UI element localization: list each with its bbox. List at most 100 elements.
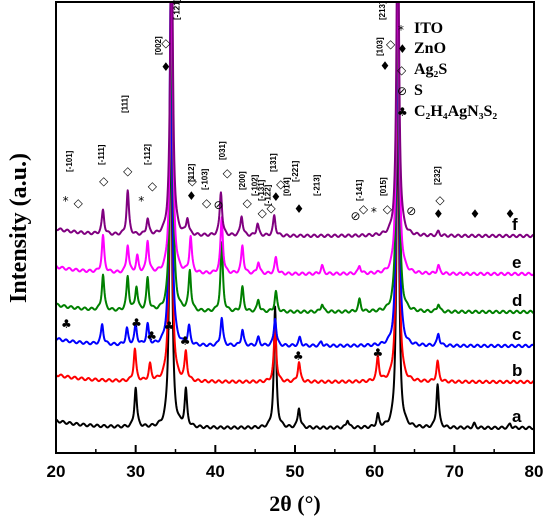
peak-label: [103] [376,37,385,56]
phase-marker-icon: ◇ [161,36,171,50]
phase-marker-icon: ♦ [433,207,444,221]
trace-e [56,2,534,277]
peak-label: [213] [378,1,387,20]
peak-label: [131] [269,153,278,172]
diamond-filled-icon: ♦ [397,42,408,56]
phase-markers: * ◇◇◇*◇♦◇♦◇◇ ⊘◇◇◇ ◇♦◇♦ ⊘◇ * ◇♦◇⊘ ♦◇♦ ♦♣ ♣♣♣♣♣ ♣ [61,36,515,363]
phase-marker-icon: ♣ [180,334,191,348]
x-axis-title: 2θ (°) [269,491,320,516]
trace-d [56,2,534,315]
phase-marker-icon: ⊘ [213,198,223,212]
legend-item-ito: * ITO [398,20,443,37]
phase-marker-icon: ♦ [294,202,305,216]
x-tick-label: 20 [47,462,66,481]
legend-item-ag2s: ◇ Ag₂S [397,61,447,78]
legend-label-ito: ITO [414,20,443,37]
x-tick-label: 40 [206,462,225,481]
x-tick-label: 60 [365,462,384,481]
phase-marker-icon: ⊘ [350,209,360,223]
phase-marker-icon: ◇ [148,179,158,193]
trace-label-c: c [512,325,521,344]
peak-label: [200] [238,171,247,190]
peak-label: [015] [379,177,388,196]
peak-label: [-103] [200,168,209,190]
phase-marker-icon: ◇ [383,202,393,216]
legend-item-complex: ♣ C₂H₄AgN₃S₂ [397,103,497,120]
trace-label-e: e [512,253,521,272]
phase-marker-icon: ◇ [74,196,84,210]
phase-marker-icon: ♦ [161,60,172,74]
phase-marker-icon: ♣ [164,319,175,333]
phase-marker-icon: ◇ [188,174,198,188]
phase-marker-icon: ◇ [435,193,445,207]
peak-label: [002] [154,36,163,55]
peak-label: [-111] [97,144,106,165]
x-tick-label: 30 [126,462,145,481]
peak-label: [031] [218,141,227,160]
peak-label: [-102] [251,174,260,196]
peak-label: [-122] [263,184,272,206]
phase-marker-icon: ♣ [373,346,384,360]
phase-marker-icon: ♦ [470,207,481,221]
phase-marker-icon: * [63,194,69,208]
legend-item-zno: ♦ ZnO [397,40,446,57]
phase-marker-icon: ◇ [123,164,133,178]
peak-label: [-101] [65,150,74,172]
phase-marker-icon: ◇ [243,196,253,210]
phase-marker-icon: ◇ [99,174,109,188]
trace-a [56,66,534,431]
club-icon: ♣ [397,105,408,119]
phase-marker-icon: ◇ [258,206,268,220]
traces-group [56,2,534,431]
phase-marker-icon: ♣ [146,329,157,343]
phase-marker-icon: ♦ [271,190,282,204]
peak-label: [111] [121,95,130,113]
phase-marker-icon: ◇ [202,196,212,210]
y-axis-title: Intensity (a.u.) [6,153,32,303]
legend: * ITO ♦ ZnO ◇ Ag₂S ⊘ S ♣ C₂H₄AgN₃S₂ [397,20,497,120]
phase-marker-icon: * [371,205,377,219]
peak-label: [-121] [173,0,182,20]
slashed-circle-icon: ⊘ [397,84,407,98]
peak-label: [-112] [143,144,152,165]
plot-frame [55,1,535,454]
phase-marker-icon: ♣ [293,349,304,363]
x-tick-label: 70 [445,462,464,481]
peak-label: [232] [433,166,442,185]
peak-label: [-221] [291,160,300,182]
peak-annotations: [-101] [-111] [111] [-112] [002] [-121] [112] [… [65,0,442,206]
trace-b [56,19,534,385]
phase-marker-icon: ♦ [380,59,391,73]
phase-marker-icon: * [138,194,144,208]
trace-label-b: b [512,361,522,380]
legend-label-zno: ZnO [414,40,446,57]
phase-marker-icon: ⊘ [406,204,416,218]
asterisk-icon: * [398,23,404,37]
legend-label-ag2s: Ag₂S [414,61,447,78]
trace-label-a: a [512,407,522,426]
phase-marker-icon: ◇ [276,177,286,191]
phase-marker-icon: ◇ [223,166,233,180]
phase-marker-icon: ◇ [386,37,396,51]
peak-label: [-213] [313,174,322,196]
diamond-outline-icon: ◇ [397,63,407,77]
trace-label-d: d [512,291,522,310]
legend-label-s: S [414,82,423,99]
peak-label: [-131] [257,179,266,201]
phase-marker-icon: ◇ [359,202,369,216]
phase-marker-icon: ♣ [61,317,72,331]
legend-label-complex: C₂H₄AgN₃S₂ [414,103,497,120]
phase-marker-icon: ♦ [186,189,197,203]
trace-f [56,2,534,239]
peak-label: [-141] [355,179,364,201]
peak-label: [014] [282,177,291,196]
phase-marker-icon: ◇ [266,201,276,215]
x-axis-ticks: 20 30 40 50 60 70 80 [47,445,544,481]
phase-marker-icon: ♦ [505,207,516,221]
trace-c [56,2,534,349]
phase-marker-icon: ♣ [131,316,142,330]
x-tick-label: 50 [286,462,305,481]
x-tick-label: 80 [525,462,544,481]
